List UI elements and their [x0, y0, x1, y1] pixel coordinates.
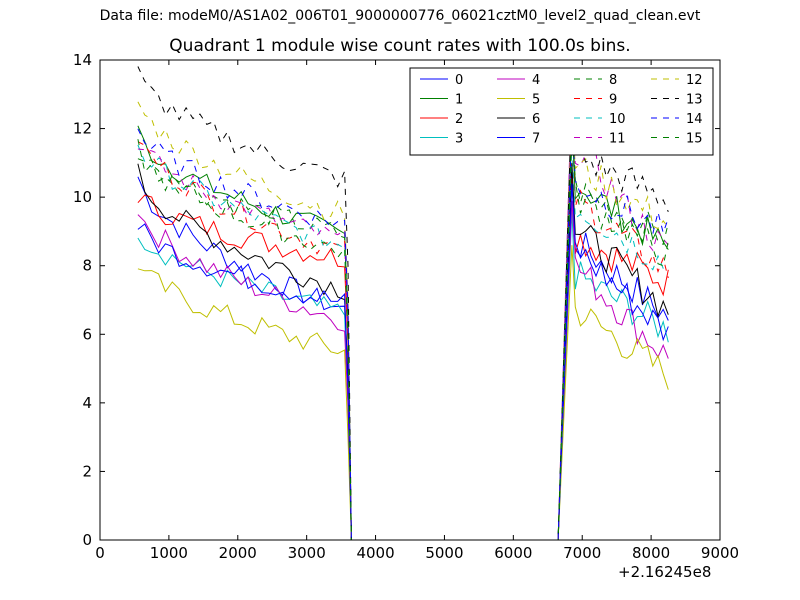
series-line-9 [137, 135, 669, 541]
series-line-2 [137, 173, 669, 541]
legend-label-15: 15 [686, 132, 703, 147]
legend-label-13: 13 [686, 93, 703, 108]
x-tick-label: 7000 [563, 544, 601, 562]
figure-suptitle: Data file: modeM0/AS1A02_006T01_90000007… [99, 8, 701, 24]
series-line-10 [137, 142, 669, 541]
series-line-7 [137, 183, 669, 541]
legend-label-7: 7 [532, 132, 540, 147]
series-line-8 [137, 125, 669, 541]
legend-label-4: 4 [532, 73, 540, 88]
x-tick-label: 1000 [150, 544, 188, 562]
x-tick-label: 0 [95, 544, 105, 562]
series-line-11 [137, 80, 669, 541]
x-tick-label: 5000 [425, 544, 463, 562]
series-layer [137, 66, 669, 541]
x-tick-label: 8000 [632, 544, 670, 562]
x-tick-label: 6000 [494, 544, 532, 562]
series-line-15 [137, 131, 669, 541]
legend-label-1: 1 [455, 93, 463, 108]
x-tick-label: 2000 [219, 544, 257, 562]
y-tick-label: 12 [73, 120, 92, 138]
legend-label-8: 8 [609, 73, 617, 88]
legend-box [409, 67, 714, 156]
legend-label-9: 9 [609, 93, 617, 108]
legend-label-14: 14 [686, 112, 703, 127]
y-tick-label: 8 [82, 257, 92, 275]
series-line-14 [137, 118, 669, 541]
series-line-13 [137, 66, 669, 541]
x-tick-label: 9000 [701, 544, 739, 562]
y-tick-label: 6 [82, 325, 92, 343]
series-line-6 [137, 162, 669, 541]
y-tick-label: 2 [82, 462, 92, 480]
legend-label-0: 0 [455, 73, 463, 88]
y-tick-label: 4 [82, 394, 92, 412]
y-tick-label: 14 [73, 51, 92, 69]
series-line-5 [137, 245, 669, 541]
series-line-12 [137, 101, 669, 541]
legend-label-12: 12 [686, 73, 703, 88]
legend-label-11: 11 [609, 132, 626, 147]
series-line-0 [137, 176, 669, 541]
series-line-3 [137, 210, 669, 541]
series-line-4 [137, 200, 669, 541]
legend-label-5: 5 [532, 93, 540, 108]
x-tick-label: 3000 [288, 544, 326, 562]
ticks-layer: 0 1000 2000 3000 4000 5000 6000 7000 8000 9000 0 2 4… [73, 51, 739, 562]
legend-label-6: 6 [532, 112, 540, 127]
x-axis-offset-label: +2.16245e8 [618, 563, 712, 581]
legend-label-3: 3 [455, 132, 463, 147]
x-tick-label: 4000 [356, 544, 394, 562]
y-tick-label: 10 [73, 188, 92, 206]
legend-label-2: 2 [455, 112, 463, 127]
y-tick-label: 0 [82, 531, 92, 549]
chart-title: Quadrant 1 module wise count rates with … [169, 36, 631, 56]
legend-label-10: 10 [609, 112, 626, 127]
plot-frame [99, 59, 721, 541]
series-line-1 [137, 118, 669, 541]
